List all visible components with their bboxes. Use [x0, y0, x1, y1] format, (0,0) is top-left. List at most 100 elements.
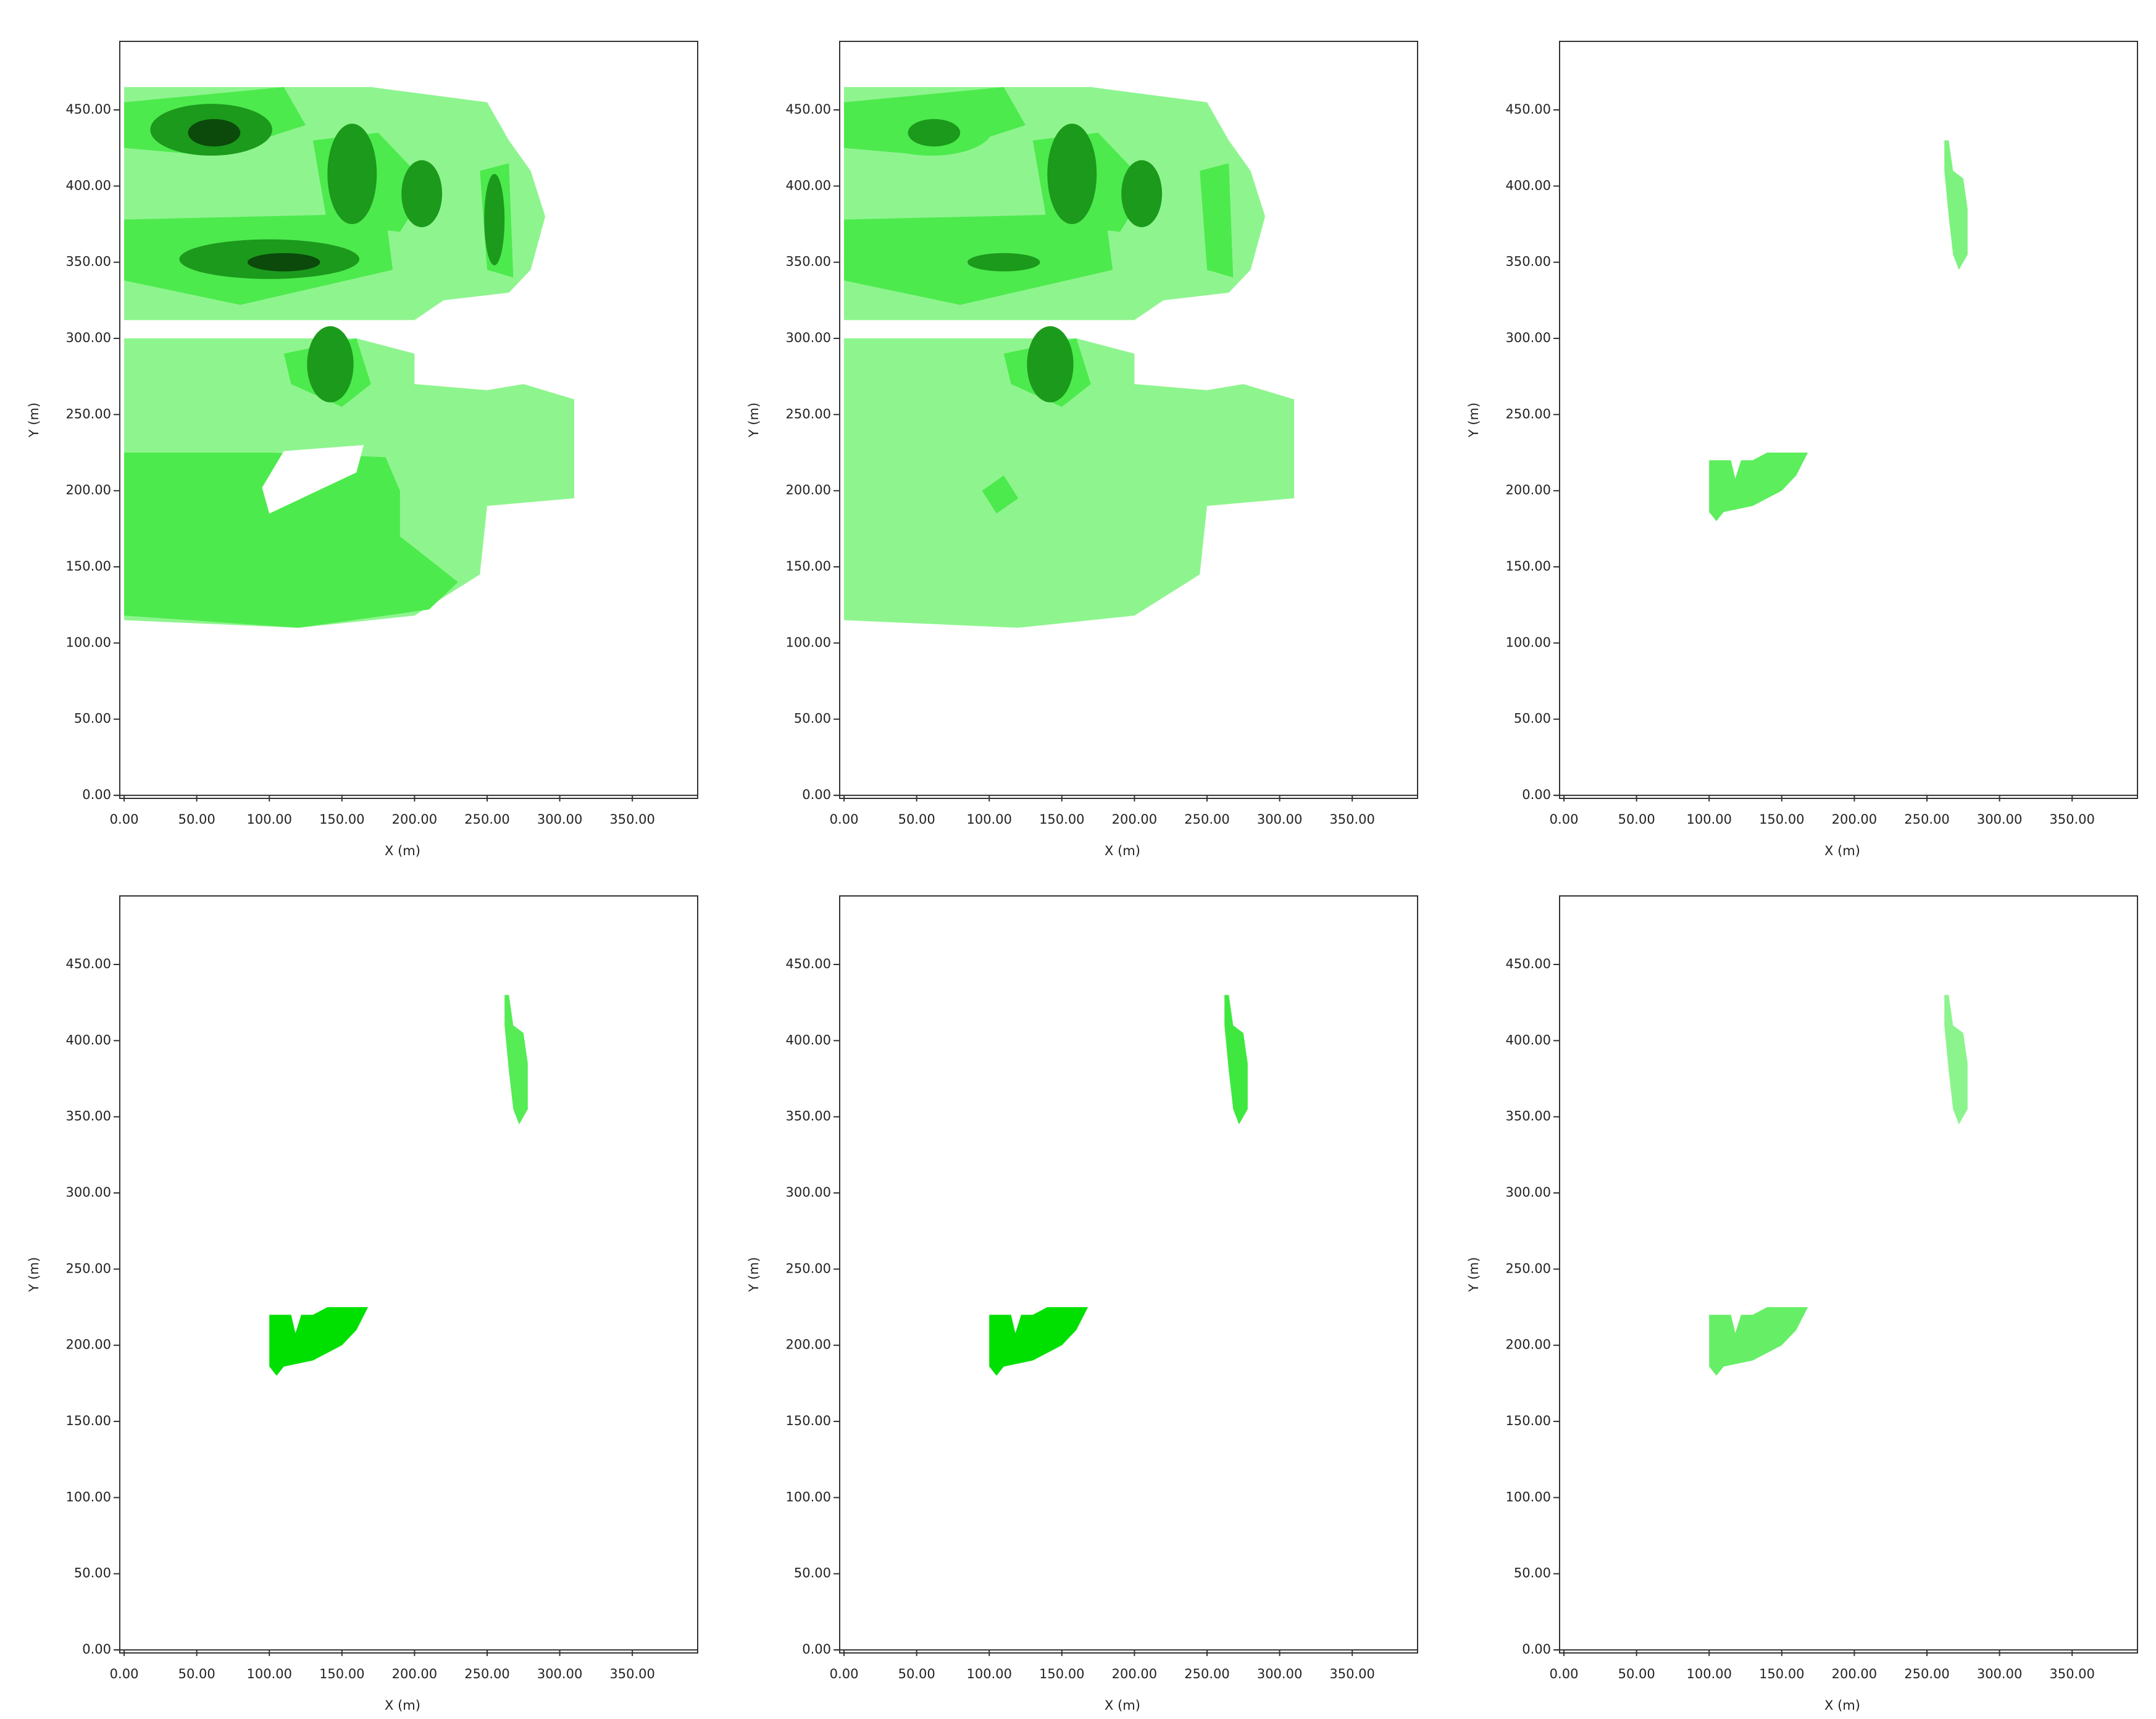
x-axis-label: X (m) — [385, 1698, 420, 1713]
x-tick-label: 50.00 — [178, 1667, 215, 1681]
x-tick-label: 150.00 — [1039, 1667, 1084, 1681]
zone — [989, 1307, 1088, 1376]
zone — [401, 160, 443, 227]
zone — [1121, 160, 1163, 227]
x-tick-label: 100.00 — [246, 1667, 291, 1681]
y-tick-label: 350.00 — [66, 1109, 111, 1124]
x-tick-label: 200.00 — [1112, 1667, 1157, 1681]
y-tick-label: 400.00 — [1506, 1032, 1551, 1047]
y-tick-label: 450.00 — [786, 102, 831, 117]
y-tick-label: 250.00 — [786, 1261, 831, 1276]
zone — [1709, 453, 1808, 522]
x-tick-label: 300.00 — [1977, 1667, 2022, 1681]
y-tick-label: 350.00 — [1506, 254, 1551, 269]
x-tick-label: 0.00 — [1550, 812, 1579, 827]
y-axis-label: Y (m) — [27, 1257, 41, 1292]
plot-frame — [119, 41, 698, 799]
y-tick-label: 250.00 — [66, 1261, 111, 1276]
x-tick-label: 100.00 — [966, 812, 1011, 827]
y-axis-label: Y (m) — [27, 403, 41, 438]
x-tick-label: 50.00 — [898, 812, 935, 827]
zone — [501, 995, 528, 1125]
x-tick-label: 150.00 — [319, 1667, 364, 1681]
y-tick-label: 200.00 — [1506, 483, 1551, 498]
y-tick-label: 300.00 — [786, 1185, 831, 1200]
zone — [247, 253, 320, 272]
x-tick-label: 300.00 — [1977, 812, 2022, 827]
y-tick-label: 150.00 — [786, 559, 831, 574]
panel: 0.00 50.00 100.00 150.00 200.00 250.00 300.00 3… — [746, 41, 1418, 858]
y-tick-label: 100.00 — [66, 1489, 111, 1504]
x-tick-label: 150.00 — [1759, 1667, 1804, 1681]
y-tick-label: 50.00 — [1514, 711, 1551, 726]
x-axis-label: X (m) — [1105, 843, 1140, 858]
y-tick-label: 450.00 — [66, 956, 111, 971]
y-tick-label: 400.00 — [66, 1032, 111, 1047]
x-tick-label: 250.00 — [1904, 1667, 1949, 1681]
x-tick-label: 100.00 — [1686, 1667, 1731, 1681]
y-axis-label: Y (m) — [1466, 403, 1481, 438]
x-tick-label: 200.00 — [392, 1667, 437, 1681]
y-tick-label: 100.00 — [786, 635, 831, 650]
zone — [844, 338, 1295, 628]
y-tick-label: 350.00 — [786, 1109, 831, 1124]
y-tick-label: 150.00 — [786, 1413, 831, 1428]
x-tick-label: 350.00 — [1329, 812, 1374, 827]
x-tick-label: 50.00 — [178, 812, 215, 827]
plot-frame — [119, 895, 698, 1654]
y-tick-label: 50.00 — [74, 711, 111, 726]
y-tick-label: 0.00 — [802, 1642, 831, 1657]
zone — [188, 119, 241, 147]
x-tick-label: 0.00 — [110, 1667, 139, 1681]
y-tick-label: 50.00 — [794, 1566, 831, 1581]
y-axis-label: Y (m) — [746, 403, 761, 438]
y-tick-label: 300.00 — [66, 1185, 111, 1200]
y-tick-label: 200.00 — [1506, 1337, 1551, 1352]
y-tick-label: 100.00 — [786, 1489, 831, 1504]
y-tick-label: 50.00 — [74, 1566, 111, 1581]
zone — [1709, 1307, 1808, 1376]
x-tick-label: 100.00 — [1686, 812, 1731, 827]
y-tick-label: 250.00 — [1506, 406, 1551, 421]
y-tick-label: 250.00 — [1506, 1261, 1551, 1276]
y-tick-label: 400.00 — [66, 178, 111, 193]
x-axis-label: X (m) — [1105, 1698, 1140, 1713]
x-tick-label: 350.00 — [609, 1667, 654, 1681]
plot-area — [269, 995, 528, 1376]
x-tick-label: 50.00 — [1618, 1667, 1655, 1681]
zone — [1200, 163, 1234, 278]
x-tick-label: 0.00 — [110, 812, 139, 827]
y-tick-label: 200.00 — [786, 483, 831, 498]
y-tick-label: 100.00 — [1506, 635, 1551, 650]
panel: 0.00 50.00 100.00 150.00 200.00 250.00 300.00 3… — [746, 895, 1418, 1713]
plot-area — [1709, 140, 1968, 522]
y-tick-label: 150.00 — [1506, 1413, 1551, 1428]
y-tick-label: 0.00 — [82, 787, 111, 802]
x-tick-label: 0.00 — [830, 1667, 859, 1681]
plot-area — [1709, 995, 1968, 1376]
x-tick-label: 150.00 — [1759, 812, 1804, 827]
zone — [1941, 995, 1968, 1125]
panel: 0.00 50.00 100.00 150.00 200.00 250.00 300.00 3… — [27, 895, 698, 1713]
y-tick-label: 0.00 — [1522, 787, 1551, 802]
y-tick-label: 450.00 — [1506, 102, 1551, 117]
zone — [307, 326, 354, 403]
y-tick-label: 50.00 — [1514, 1566, 1551, 1581]
plot-area — [844, 87, 1295, 628]
zone — [1027, 326, 1074, 403]
x-tick-label: 200.00 — [1112, 812, 1157, 827]
zone — [124, 453, 458, 628]
x-tick-label: 50.00 — [1618, 812, 1655, 827]
y-tick-label: 400.00 — [786, 1032, 831, 1047]
y-tick-label: 450.00 — [66, 102, 111, 117]
y-axis-label: Y (m) — [746, 1257, 761, 1292]
x-tick-label: 300.00 — [537, 812, 582, 827]
y-tick-label: 400.00 — [786, 178, 831, 193]
x-tick-label: 150.00 — [319, 812, 364, 827]
y-tick-label: 150.00 — [66, 559, 111, 574]
x-tick-label: 150.00 — [1039, 812, 1084, 827]
y-tick-label: 200.00 — [786, 1337, 831, 1352]
y-tick-label: 0.00 — [802, 787, 831, 802]
y-tick-label: 300.00 — [66, 330, 111, 345]
y-axis-label: Y (m) — [1466, 1257, 1481, 1292]
